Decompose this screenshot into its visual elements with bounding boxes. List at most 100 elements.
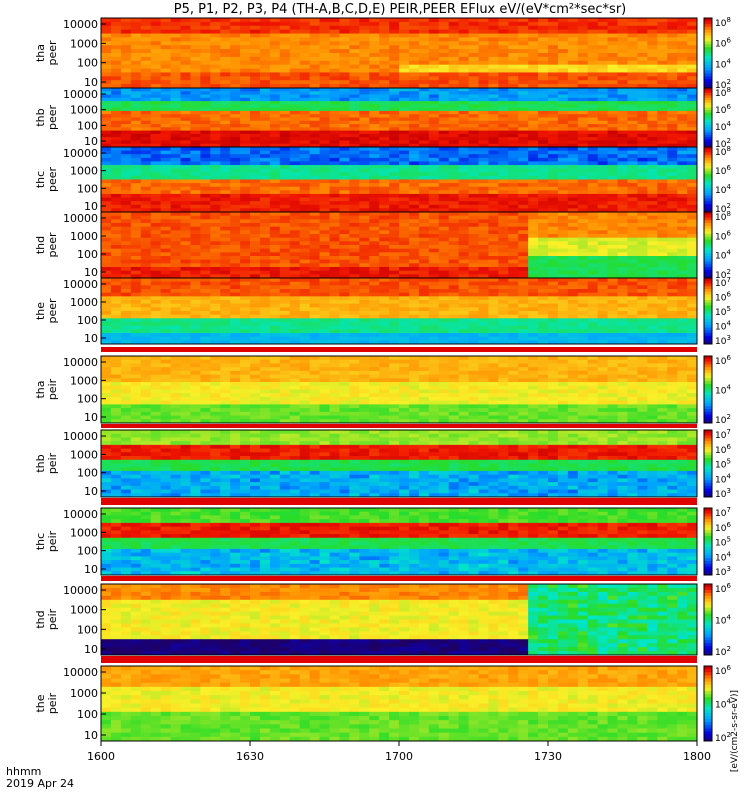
y-axis-label: peer [46, 105, 59, 131]
panel-3: 10000 1000 100 10 thd peer 108 106 104 102 [34, 210, 731, 281]
y-tick-label: 100 [77, 182, 98, 195]
panel-2: 10000 1000 100 10 thc peer 108 106 104 102 [34, 145, 731, 215]
time-axis-footer: hhmm 2019 Apr 24 [6, 766, 74, 790]
colorbar-tick-label: 104 [715, 57, 731, 70]
colorbar-tick-label: 106 [715, 354, 731, 367]
y-tick-label: 10000 [63, 584, 98, 597]
colorbar-tick-label: 108 [715, 86, 731, 99]
colorbar-tick-label: 106 [715, 443, 731, 456]
colorbar-tick-label: 105 [715, 536, 731, 549]
y-tick-label: 100 [77, 314, 98, 327]
x-tick-label: 1600 [87, 750, 115, 763]
x-tick-label: 1700 [385, 750, 413, 763]
y-axis-label: peir [46, 378, 59, 400]
colorbar-tick-label: 104 [715, 472, 731, 485]
y-tick-label: 1000 [70, 230, 98, 243]
time-format-label: hhmm [6, 765, 42, 778]
y-tick-label: 10000 [63, 666, 98, 679]
panel-5: 10000 1000 100 10 tha peir 106 104 102 [34, 354, 731, 426]
panel-1: 10000 1000 100 10 thb peer 108 106 104 102 [34, 86, 731, 150]
y-axis-label: peer [46, 167, 59, 193]
y-axis-label: thd [34, 610, 47, 628]
y-tick-label: 1000 [70, 296, 98, 309]
colorbar-tick-label: 103 [715, 487, 731, 500]
y-tick-label: 1000 [70, 165, 98, 178]
colorbar-tick-label: 104 [715, 384, 731, 397]
y-tick-label: 10 [84, 200, 98, 213]
colorbar-tick-label: 104 [715, 614, 731, 627]
colorbar-tick-label: 102 [715, 137, 731, 150]
y-axis-label: peir [46, 530, 59, 552]
y-tick-label: 10 [84, 729, 98, 742]
y-tick-label: 10 [84, 135, 98, 148]
y-tick-label: 10000 [63, 278, 98, 291]
colorbar-unit-label: [eV/(cm2-s-sr-eV)] [730, 690, 740, 773]
y-tick-label: 10 [84, 411, 98, 424]
y-tick-label: 100 [77, 708, 98, 721]
colorbar-tick-label: 107 [715, 428, 731, 441]
y-tick-label: 10000 [63, 18, 98, 31]
y-axis-label: thc [34, 171, 47, 188]
y-axis-label: tha [34, 44, 47, 62]
colorbar-tick-label: 103 [715, 565, 731, 578]
y-axis-label: the [34, 302, 47, 320]
colorbar-tick-label: 104 [715, 698, 731, 711]
y-tick-label: 10000 [63, 147, 98, 160]
colorbar-tick-label: 108 [715, 210, 731, 223]
y-tick-label: 10000 [63, 212, 98, 225]
panel-0: 10000 1000 100 10 tha peer 108 106 104 102 [34, 16, 731, 91]
y-tick-label: 100 [77, 393, 98, 406]
y-tick-label: 1000 [70, 448, 98, 461]
colorbar-tick-label: 106 [715, 229, 731, 242]
y-axis-label: thd [34, 236, 47, 254]
colorbar-tick-label: 108 [715, 145, 731, 158]
y-tick-label: 10000 [63, 508, 98, 521]
y-axis-label: peer [46, 298, 59, 324]
y-axis-label: thb [34, 108, 47, 126]
x-tick-label: 1800 [683, 750, 711, 763]
colorbar-tick-label: 103 [715, 334, 731, 347]
colorbar-tick-label: 105 [715, 458, 731, 471]
y-tick-label: 10 [84, 332, 98, 345]
y-tick-label: 1000 [70, 526, 98, 539]
y-tick-label: 100 [77, 467, 98, 480]
colorbar-tick-label: 106 [715, 37, 731, 50]
y-tick-label: 100 [77, 119, 98, 132]
y-tick-label: 10000 [63, 88, 98, 101]
y-axis-label: peer [46, 232, 59, 258]
panel-8: 10000 1000 100 10 thd peir 106 104 102 [34, 582, 731, 658]
y-tick-label: 10 [84, 563, 98, 576]
date-label: 2019 Apr 24 [6, 777, 75, 790]
colorbar-tick-label: 102 [715, 731, 731, 744]
y-tick-label: 100 [77, 623, 98, 636]
y-tick-label: 100 [77, 545, 98, 558]
y-tick-label: 1000 [70, 374, 98, 387]
colorbar-tick-label: 106 [715, 291, 731, 304]
y-axis-label: peir [46, 452, 59, 474]
y-tick-label: 100 [77, 57, 98, 70]
colorbar-tick-label: 105 [715, 305, 731, 318]
colorbar-tick-label: 102 [715, 413, 731, 426]
colorbar-tick-label: 102 [715, 202, 731, 215]
y-tick-label: 10 [84, 485, 98, 498]
y-tick-label: 10 [84, 643, 98, 656]
colorbar-tick-label: 104 [715, 249, 731, 262]
y-tick-label: 10 [84, 266, 98, 279]
y-tick-label: 10 [84, 76, 98, 89]
x-tick-label: 1630 [236, 750, 264, 763]
colorbar-tick-label: 106 [715, 664, 731, 677]
y-axis-label: peir [46, 692, 59, 714]
y-axis-label: thb [34, 454, 47, 472]
panel-9: 10000 1000 100 10 the peir 106 104 102 [34, 664, 731, 744]
colorbar-tick-label: 102 [715, 268, 731, 281]
y-axis-label: thc [34, 533, 47, 550]
y-tick-label: 1000 [70, 104, 98, 117]
y-tick-label: 1000 [70, 604, 98, 617]
colorbar-tick-label: 104 [715, 183, 731, 196]
y-tick-label: 10000 [63, 430, 98, 443]
y-axis-label: peir [46, 608, 59, 630]
y-axis-label: peer [46, 40, 59, 66]
